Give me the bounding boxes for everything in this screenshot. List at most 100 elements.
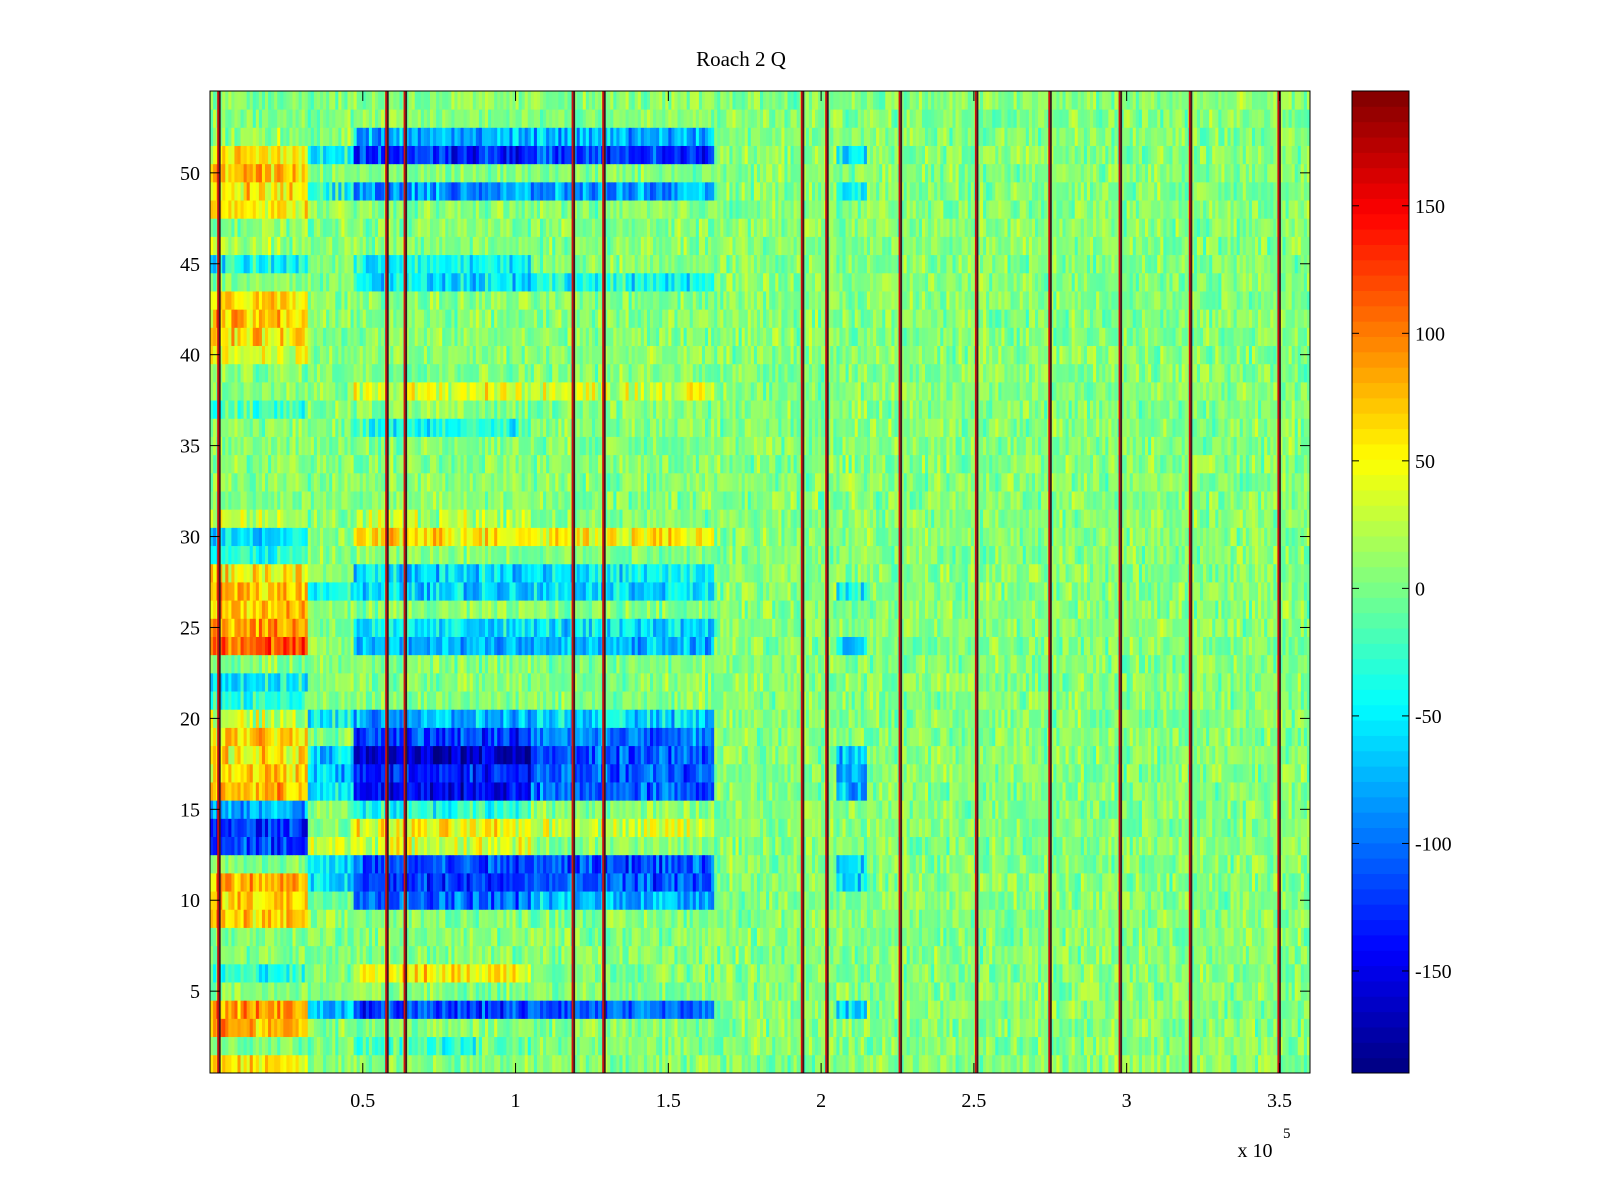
heatmap-cell <box>225 1036 229 1056</box>
heatmap-cell <box>903 982 908 1001</box>
heatmap-cell <box>607 891 611 910</box>
heatmap-cell <box>576 927 581 947</box>
heatmap-cell <box>1251 891 1256 910</box>
heatmap-cell <box>1282 927 1286 947</box>
heatmap-cell <box>375 945 379 965</box>
heatmap-cell <box>674 1054 678 1074</box>
heatmap-cell <box>1248 854 1253 874</box>
heatmap-cell <box>1086 909 1091 928</box>
heatmap-cell <box>650 945 654 965</box>
heatmap-cell <box>1279 963 1283 983</box>
heatmap-cell <box>686 1054 691 1074</box>
heatmap-cell <box>1224 1054 1228 1074</box>
heatmap-cell <box>940 854 944 874</box>
heatmap-cell <box>1261 1018 1265 1038</box>
heatmap-cell <box>494 836 498 856</box>
heatmap-cell <box>1038 945 1042 965</box>
heatmap-cell <box>268 1000 272 1019</box>
heatmap-cell <box>1053 945 1057 965</box>
heatmap-cell <box>980 891 984 910</box>
heatmap-cell <box>1251 854 1256 874</box>
heatmap-cell <box>995 909 999 928</box>
heatmap-cell <box>268 872 272 892</box>
heatmap-cell <box>362 927 367 947</box>
heatmap-cell <box>964 1000 969 1019</box>
heatmap-cell <box>732 927 736 947</box>
heatmap-cell <box>433 963 437 983</box>
heatmap-cell <box>417 909 422 928</box>
heatmap-cell <box>1196 836 1201 856</box>
heatmap-cell <box>717 854 721 874</box>
heatmap-cell <box>390 1018 394 1038</box>
heatmap-cell <box>1010 909 1015 928</box>
heatmap-cell <box>442 963 446 983</box>
heatmap-cell <box>778 891 782 910</box>
heatmap-cell <box>607 818 611 837</box>
heatmap-cell <box>433 1036 437 1056</box>
heatmap-cell <box>280 818 284 837</box>
heatmap-cell <box>265 836 269 856</box>
heatmap-cell <box>552 854 556 874</box>
heatmap-cell <box>219 927 223 947</box>
heatmap-cell <box>714 963 718 983</box>
heatmap-cell <box>515 982 520 1001</box>
heatmap-cell <box>836 818 840 837</box>
heatmap-cell <box>1071 818 1076 837</box>
heatmap-cell <box>509 891 513 910</box>
heatmap-cell <box>509 1054 513 1074</box>
heatmap-cell <box>405 1036 410 1056</box>
heatmap-cell <box>1224 1036 1228 1056</box>
heatmap-cell <box>457 963 461 983</box>
heatmap-cell <box>509 963 513 983</box>
heatmap-cell <box>546 1036 550 1056</box>
heatmap-cell <box>558 854 562 874</box>
heatmap-cell <box>585 891 590 910</box>
heatmap-cell <box>848 818 853 837</box>
heatmap-cell <box>607 872 611 892</box>
heatmap-cell <box>353 836 358 856</box>
heatmap-cell <box>1206 963 1210 983</box>
heatmap-cell <box>714 1054 718 1074</box>
heatmap-cell <box>375 1000 379 1019</box>
heatmap-cell <box>1245 1000 1250 1019</box>
heatmap-cell <box>1038 891 1042 910</box>
heatmap-cell <box>1062 872 1066 892</box>
heatmap-cell <box>677 963 681 983</box>
heatmap-cell <box>353 818 358 837</box>
heatmap-cell <box>524 1054 529 1074</box>
heatmap-cell <box>515 891 520 910</box>
heatmap-cell <box>833 1018 837 1038</box>
heatmap-cell <box>411 945 416 965</box>
heatmap-cell <box>1230 1018 1235 1038</box>
heatmap-cell <box>451 927 455 947</box>
heatmap-cell <box>1157 963 1161 983</box>
heatmap-cell <box>723 909 727 928</box>
heatmap-cell <box>671 891 675 910</box>
heatmap-cell <box>894 854 898 874</box>
heatmap-cell <box>353 1000 358 1019</box>
heatmap-cell <box>506 818 510 837</box>
heatmap-cell <box>1132 818 1137 837</box>
heatmap-cell <box>680 945 685 965</box>
heatmap-cell <box>515 1054 520 1074</box>
heatmap-cell <box>830 1000 834 1019</box>
heatmap-cell <box>1096 982 1100 1001</box>
heatmap-cell <box>1138 836 1143 856</box>
heatmap-cell <box>1196 982 1201 1001</box>
heatmap-cell <box>1273 836 1277 856</box>
heatmap-cell <box>338 945 342 965</box>
heatmap-cell <box>854 927 859 947</box>
heatmap-cell <box>234 1000 238 1019</box>
heatmap-cell <box>335 963 339 983</box>
heatmap-cell <box>906 818 911 837</box>
heatmap-cell <box>1145 909 1149 928</box>
heatmap-cell <box>741 854 746 874</box>
heatmap-cell <box>1163 927 1167 947</box>
heatmap-cell <box>653 1000 657 1019</box>
heatmap-cell <box>1245 854 1250 874</box>
heatmap-cell <box>665 1054 669 1074</box>
heatmap-cell <box>772 963 776 983</box>
heatmap-cell <box>735 872 740 892</box>
heatmap-cell <box>540 963 544 983</box>
heatmap-cell <box>701 854 706 874</box>
